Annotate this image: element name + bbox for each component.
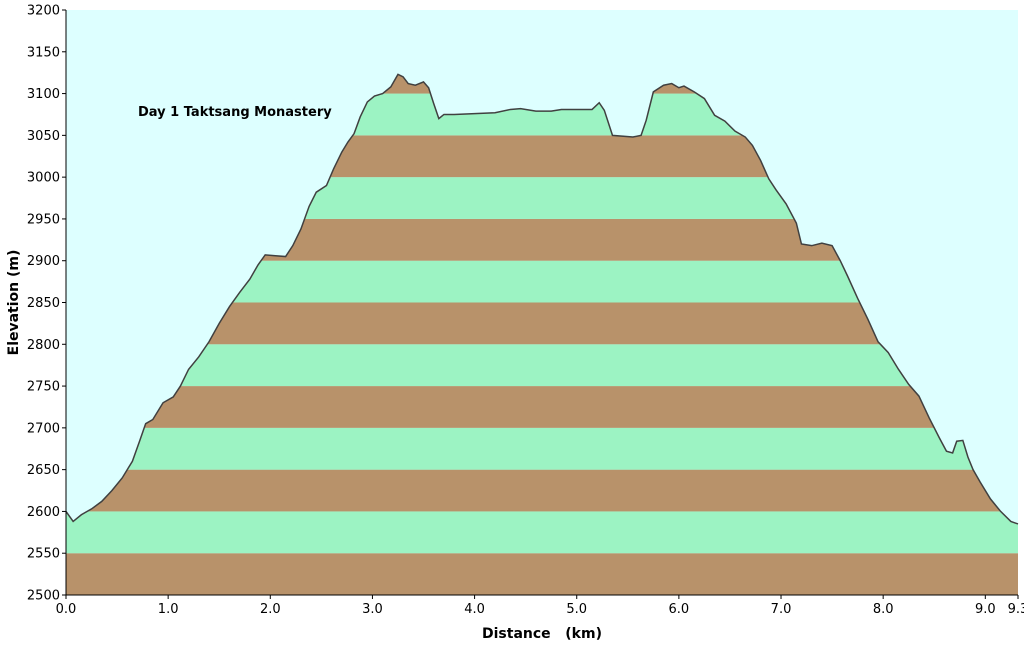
elevation-band [66, 344, 1018, 387]
x-tick-label: 7.0 [771, 602, 792, 617]
elevation-band [66, 553, 1018, 595]
x-tick-label: 9.3 [1008, 602, 1024, 617]
x-tick-label: 2.0 [260, 602, 281, 617]
x-tick-label: 8.0 [873, 602, 894, 617]
y-tick-label: 2750 [27, 380, 60, 395]
y-tick-label: 2500 [27, 589, 60, 604]
y-tick-label: 2850 [27, 296, 60, 311]
y-tick-label: 3100 [27, 87, 60, 102]
y-tick-label: 3200 [27, 4, 60, 19]
y-tick-label: 2550 [27, 547, 60, 562]
y-tick-label: 2600 [27, 505, 60, 520]
x-tick-label: 6.0 [669, 602, 690, 617]
y-axis-ticks: 2500 2550 2600 2650 2700 2750 2800 2850 2900 2950… [27, 4, 66, 604]
x-tick-label: 4.0 [464, 602, 485, 617]
y-tick-label: 2950 [27, 212, 60, 227]
x-axis-ticks: 0.0 1.0 2.0 3.0 4.0 5.0 6.0 7.0 8.0 9.0 9.3 [56, 595, 1024, 617]
elevation-band [66, 386, 1018, 428]
elevation-profile-line [65, 73, 1019, 525]
y-axis-title: Elevation (m) [6, 250, 22, 356]
x-tick-label: 9.0 [975, 602, 996, 617]
elevation-band [66, 427, 1018, 470]
y-tick-label: 2700 [27, 421, 60, 436]
y-tick-label: 3050 [27, 129, 60, 144]
x-axis-title: Distance (km) [482, 626, 602, 642]
chart-annotation: Day 1 Taktsang Monastery [138, 105, 332, 120]
x-tick-label: 0.0 [56, 602, 77, 617]
y-tick-label: 2800 [27, 338, 60, 353]
x-tick-label: 5.0 [566, 602, 587, 617]
x-tick-label: 1.0 [158, 602, 179, 617]
y-tick-label: 3150 [27, 45, 60, 60]
elevation-band [66, 511, 1018, 554]
y-tick-label: 2900 [27, 254, 60, 269]
y-tick-label: 3000 [27, 171, 60, 186]
y-tick-label: 2650 [27, 463, 60, 478]
elevation-band [66, 469, 1018, 512]
x-tick-label: 3.0 [362, 602, 383, 617]
